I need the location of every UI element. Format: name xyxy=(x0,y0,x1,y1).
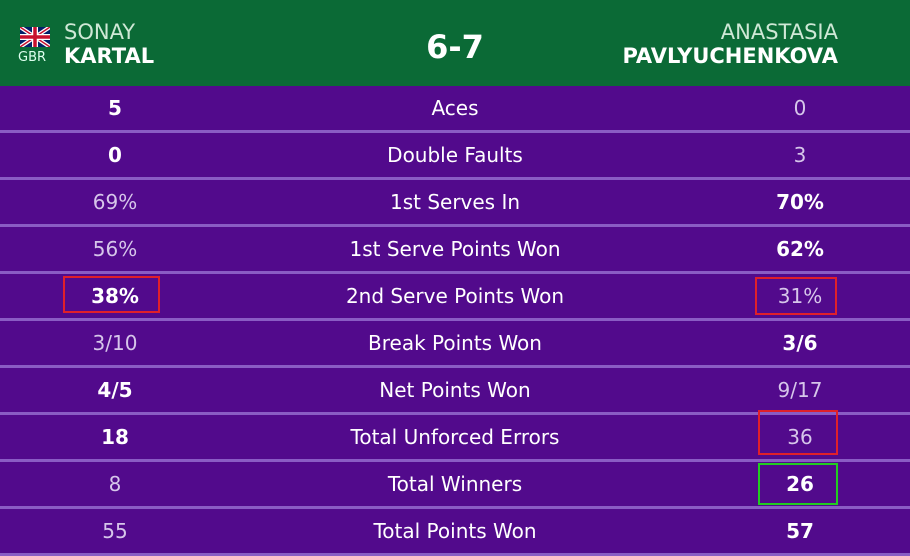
player2-stat-value: 57 xyxy=(786,519,814,543)
stat-label: Aces xyxy=(431,96,479,120)
player1-country: GBR xyxy=(18,50,47,65)
stat-row: 55 Total Points Won 57 xyxy=(0,509,910,556)
stat-row: 56% 1st Serve Points Won 62% xyxy=(0,227,910,274)
stat-label: Total Points Won xyxy=(373,519,537,543)
player1-last-name: KARTAL xyxy=(64,44,155,68)
player2-stat-value: 9/17 xyxy=(777,378,823,402)
player2-stat-value: 70% xyxy=(776,190,824,214)
player1-stat-value: 56% xyxy=(92,237,138,261)
player1-stat-value: 0 xyxy=(108,143,122,167)
stat-label: Net Points Won xyxy=(379,378,531,402)
player2-first-name: ANASTASIA xyxy=(720,20,838,44)
player2-last-name: PAVLYUCHENKOVA xyxy=(622,44,838,68)
player1-stat-value: 38% xyxy=(91,284,139,308)
player2-stat-value: 36 xyxy=(787,425,813,449)
stat-label: Total Winners xyxy=(387,472,523,496)
stats-table: 5 Aces 0 0 Double Faults 3 69% 1st Serves In 70%… xyxy=(0,86,910,556)
stat-label: 2nd Serve Points Won xyxy=(345,284,565,308)
player1-stat-value: 55 xyxy=(102,519,128,543)
player2-stat-value: 0 xyxy=(793,96,807,120)
stat-label: 1st Serves In xyxy=(389,190,521,214)
stat-label: Break Points Won xyxy=(368,331,542,355)
player2-stat-value: 3 xyxy=(793,143,807,167)
scoreboard-header: GBR SONAY KARTAL 6-7 ANASTASIA PAVLYUCHE… xyxy=(0,0,910,86)
set-score: 6-7 xyxy=(426,28,484,66)
player1-stat-value: 4/5 xyxy=(97,378,133,402)
player1-stat-value: 69% xyxy=(92,190,138,214)
highlight-box-red xyxy=(63,276,160,313)
player1-stat-value: 8 xyxy=(108,472,122,496)
player2-stat-value: 31% xyxy=(777,284,823,308)
player2-stat-value: 62% xyxy=(776,237,824,261)
stat-row: 5 Aces 0 xyxy=(0,86,910,133)
player1-first-name: SONAY xyxy=(64,20,136,44)
stat-row: 38% 2nd Serve Points Won 31% xyxy=(0,274,910,321)
player1-stat-value: 3/10 xyxy=(92,331,138,355)
stat-label: 1st Serve Points Won xyxy=(349,237,561,261)
uk-flag-icon xyxy=(20,27,50,47)
stat-label: Total Unforced Errors xyxy=(350,425,560,449)
highlight-box-red xyxy=(758,410,838,455)
player1-stat-value: 5 xyxy=(108,96,122,120)
stat-row: 69% 1st Serves In 70% xyxy=(0,180,910,227)
stat-row: 0 Double Faults 3 xyxy=(0,133,910,180)
stat-row: 3/10 Break Points Won 3/6 xyxy=(0,321,910,368)
player1-stat-value: 18 xyxy=(101,425,129,449)
player2-stat-value: 26 xyxy=(786,472,814,496)
stat-label: Double Faults xyxy=(387,143,523,167)
highlight-box-green xyxy=(758,463,838,505)
player2-stat-value: 3/6 xyxy=(782,331,818,355)
highlight-box-red xyxy=(755,277,837,315)
stat-row: 4/5 Net Points Won 9/17 xyxy=(0,368,910,415)
